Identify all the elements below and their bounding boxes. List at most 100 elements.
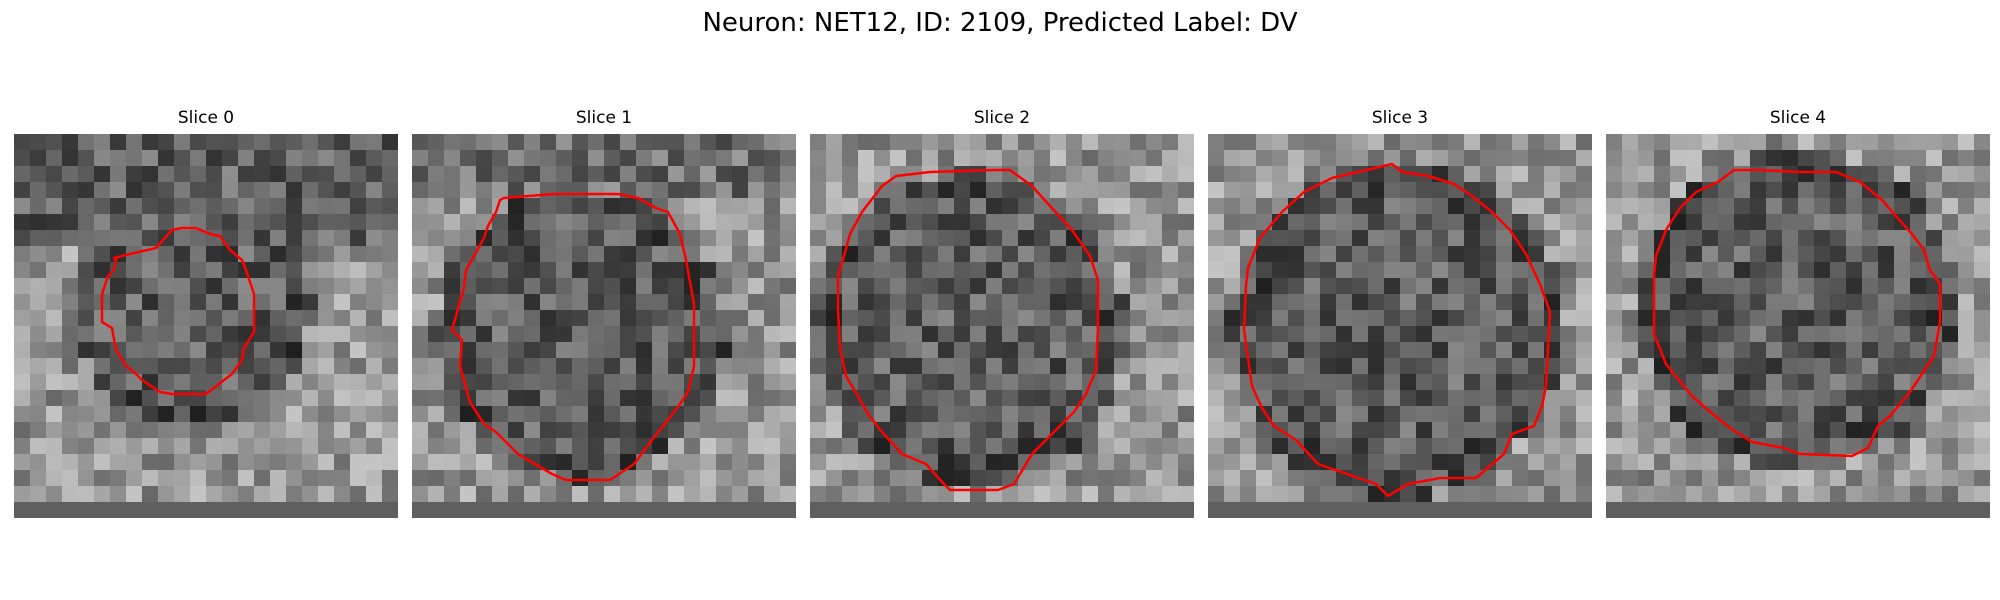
image-pixel xyxy=(1686,374,1703,391)
image-pixel xyxy=(126,230,143,247)
image-pixel xyxy=(1576,390,1592,407)
image-pixel xyxy=(142,454,159,471)
image-pixel xyxy=(142,470,159,487)
image-pixel xyxy=(270,214,287,231)
image-pixel xyxy=(302,486,319,503)
image-pixel xyxy=(1050,278,1067,295)
image-pixel xyxy=(748,262,765,279)
image-pixel xyxy=(1560,502,1577,518)
image-pixel xyxy=(334,502,351,518)
image-pixel xyxy=(78,198,95,215)
image-pixel xyxy=(334,150,351,167)
image-pixel xyxy=(700,486,717,503)
image-pixel xyxy=(1304,502,1321,518)
image-pixel xyxy=(764,230,781,247)
image-pixel xyxy=(1734,374,1751,391)
image-pixel xyxy=(826,278,843,295)
image-pixel xyxy=(1432,182,1449,199)
image-pixel xyxy=(732,246,749,263)
image-pixel xyxy=(1162,454,1179,471)
image-pixel xyxy=(444,134,461,151)
image-pixel xyxy=(1528,246,1545,263)
image-pixel xyxy=(78,406,95,423)
image-pixel xyxy=(1560,278,1577,295)
image-pixel xyxy=(1528,342,1545,359)
image-pixel xyxy=(874,246,891,263)
image-pixel xyxy=(716,150,733,167)
image-pixel xyxy=(142,502,159,518)
image-pixel xyxy=(302,262,319,279)
image-pixel xyxy=(1432,486,1449,503)
image-pixel xyxy=(1400,358,1417,375)
image-pixel xyxy=(1162,166,1179,183)
image-pixel xyxy=(1384,454,1401,471)
image-pixel xyxy=(382,198,398,215)
image-pixel xyxy=(206,486,223,503)
image-pixel xyxy=(222,182,239,199)
image-pixel xyxy=(126,166,143,183)
image-pixel xyxy=(1814,342,1831,359)
image-pixel xyxy=(970,486,987,503)
image-pixel xyxy=(270,166,287,183)
image-pixel xyxy=(428,470,445,487)
image-pixel xyxy=(412,438,429,455)
image-pixel xyxy=(1240,438,1257,455)
image-pixel xyxy=(222,438,239,455)
image-pixel xyxy=(1734,262,1751,279)
image-pixel xyxy=(174,406,191,423)
image-pixel xyxy=(302,166,319,183)
image-pixel xyxy=(716,486,733,503)
image-pixel xyxy=(1178,214,1194,231)
image-pixel xyxy=(350,246,367,263)
image-pixel xyxy=(986,342,1003,359)
image-pixel xyxy=(62,166,79,183)
image-pixel xyxy=(1560,198,1577,215)
image-pixel xyxy=(1862,470,1879,487)
image-pixel xyxy=(1702,454,1719,471)
image-pixel xyxy=(1750,486,1767,503)
image-pixel xyxy=(1114,454,1131,471)
image-pixel xyxy=(30,374,47,391)
image-pixel xyxy=(1750,150,1767,167)
image-pixel xyxy=(604,166,621,183)
image-pixel xyxy=(1496,294,1513,311)
image-pixel xyxy=(1256,422,1273,439)
image-pixel xyxy=(1288,182,1305,199)
image-pixel xyxy=(1830,262,1847,279)
image-pixel xyxy=(572,182,589,199)
image-pixel xyxy=(1050,246,1067,263)
image-pixel xyxy=(428,502,445,518)
image-pixel xyxy=(1352,374,1369,391)
image-pixel xyxy=(1622,422,1639,439)
image-pixel xyxy=(732,310,749,327)
image-pixel xyxy=(1528,502,1545,518)
image-pixel xyxy=(1002,502,1019,518)
image-pixel xyxy=(1272,182,1289,199)
image-pixel xyxy=(1878,374,1895,391)
image-pixel xyxy=(1178,326,1194,343)
image-pixel xyxy=(78,422,95,439)
image-pixel xyxy=(764,246,781,263)
image-pixel xyxy=(668,198,685,215)
image-pixel xyxy=(1638,406,1655,423)
image-pixel xyxy=(190,438,207,455)
image-pixel xyxy=(14,246,31,263)
image-pixel xyxy=(238,150,255,167)
image-pixel xyxy=(1178,198,1194,215)
image-pixel xyxy=(476,134,493,151)
image-pixel xyxy=(1034,294,1051,311)
image-pixel xyxy=(126,422,143,439)
image-pixel xyxy=(668,166,685,183)
image-pixel xyxy=(158,454,175,471)
image-pixel xyxy=(1240,278,1257,295)
image-pixel xyxy=(1224,502,1241,518)
image-pixel xyxy=(1034,438,1051,455)
image-pixel xyxy=(874,198,891,215)
image-pixel xyxy=(1272,438,1289,455)
image-pixel xyxy=(842,454,859,471)
image-pixel xyxy=(906,150,923,167)
image-pixel xyxy=(1384,438,1401,455)
image-pixel xyxy=(46,182,63,199)
image-pixel xyxy=(444,486,461,503)
image-pixel xyxy=(508,150,525,167)
